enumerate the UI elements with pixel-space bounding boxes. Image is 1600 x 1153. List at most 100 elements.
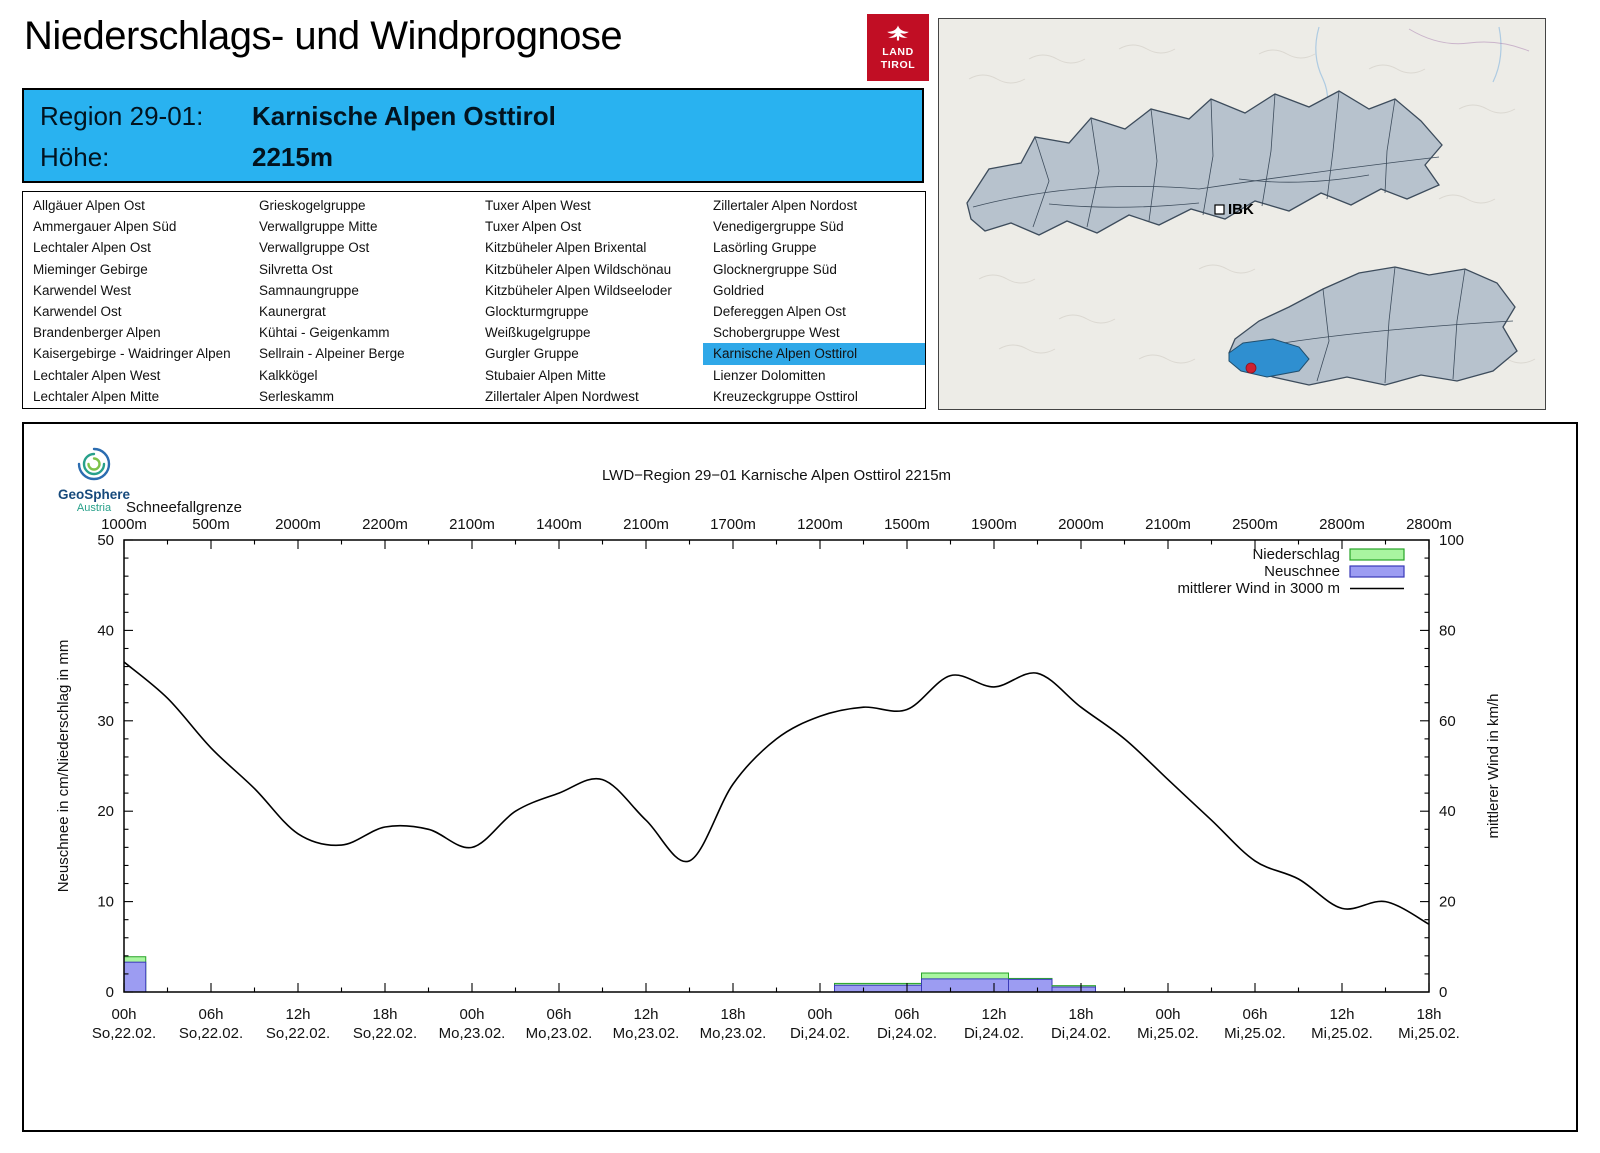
wind-line bbox=[123, 661, 1430, 925]
x-tick-date: Mi,25.02. bbox=[1398, 1025, 1460, 1042]
legend-swatch bbox=[1349, 548, 1405, 561]
x-tick-time: 06h bbox=[198, 1006, 223, 1023]
y-left-tick-label: 10 bbox=[97, 894, 114, 911]
y-right-tick-label: 20 bbox=[1439, 894, 1456, 911]
snowline-value: 1000m bbox=[101, 516, 147, 533]
region-list-item[interactable]: Kaunergrat bbox=[259, 303, 326, 319]
chart-panel: GeoSphere Austria LWD−Region 29−01 Karni… bbox=[22, 422, 1578, 1132]
region-list-item[interactable]: Kalkkögel bbox=[259, 367, 318, 383]
tirol-eagle-icon bbox=[887, 25, 909, 41]
geosphere-country: Austria bbox=[76, 502, 112, 514]
region-list-item[interactable]: Verwallgruppe Mitte bbox=[259, 219, 378, 235]
region-list-item[interactable]: Schobergruppe West bbox=[713, 325, 840, 341]
region-list-item[interactable]: Kreuzeckgruppe Osttirol bbox=[713, 388, 858, 404]
y-left-tick-label: 50 bbox=[97, 532, 114, 549]
region-list-item[interactable]: Kitzbüheler Alpen Wildseeloder bbox=[485, 282, 672, 298]
region-list-item[interactable]: Weißkugelgruppe bbox=[485, 325, 591, 341]
neuschnee-bar bbox=[123, 961, 147, 993]
region-list-item[interactable]: Zillertaler Alpen Nordost bbox=[713, 198, 858, 213]
region-list-item[interactable]: Grieskogelgruppe bbox=[259, 198, 366, 213]
north-tirol-regions bbox=[966, 90, 1443, 236]
snowline-value: 2000m bbox=[1058, 516, 1104, 533]
legend-swatch bbox=[1349, 565, 1405, 578]
region-columns: Allgäuer Alpen Ost Ammergauer Alpen Süd Le… bbox=[23, 195, 925, 407]
y-right-tick-label: 0 bbox=[1439, 984, 1447, 1001]
x-tick-date: Mo,23.02. bbox=[439, 1025, 506, 1042]
region-list-item[interactable]: Zillertaler Alpen Nordwest bbox=[485, 388, 639, 404]
region-list-item[interactable]: Sellrain - Alpeiner Berge bbox=[259, 346, 405, 362]
geosphere-swirl-icon bbox=[77, 447, 111, 481]
region-list-item[interactable]: Defereggen Alpen Ost bbox=[713, 303, 846, 319]
region-list-item[interactable]: Stubaier Alpen Mitte bbox=[485, 367, 606, 383]
logo-text-tirol: TIROL bbox=[880, 58, 916, 71]
geosphere-logo: GeoSphere Austria bbox=[42, 444, 146, 514]
snowline-value: 1700m bbox=[710, 516, 756, 533]
x-tick-time: 06h bbox=[546, 1006, 571, 1023]
region-list-item[interactable]: Karwendel Ost bbox=[33, 303, 122, 319]
x-tick-date: Mo,23.02. bbox=[613, 1025, 680, 1042]
x-tick-time: 18h bbox=[372, 1006, 397, 1023]
y-right-tick-label: 80 bbox=[1439, 622, 1456, 639]
x-tick-time: 00h bbox=[111, 1006, 136, 1023]
region-column: Tuxer Alpen West Tuxer Alpen Ost Kitzbühel… bbox=[475, 195, 703, 407]
region-list-item[interactable]: Lechtaler Alpen West bbox=[33, 367, 161, 383]
snowline-value: 2500m bbox=[1232, 516, 1278, 533]
x-tick-time: 00h bbox=[459, 1006, 484, 1023]
region-list-item[interactable]: Venedigergruppe Süd bbox=[713, 219, 844, 235]
y-left-tick-label: 40 bbox=[97, 622, 114, 639]
x-tick-date: So,22.02. bbox=[179, 1025, 243, 1042]
region-list-item-selected[interactable]: Karnische Alpen Osttirol bbox=[703, 343, 925, 365]
snowline-value: 1400m bbox=[536, 516, 582, 533]
region-list-item[interactable]: Serleskamm bbox=[259, 388, 335, 404]
neuschnee-bar bbox=[834, 984, 922, 993]
y-right-tick-label: 40 bbox=[1439, 803, 1456, 820]
x-tick-time: 00h bbox=[807, 1006, 832, 1023]
snowline-value: 1500m bbox=[884, 516, 930, 533]
region-list-item[interactable]: Lasörling Gruppe bbox=[713, 240, 817, 256]
page-title: Niederschlags- und Windprognose bbox=[24, 14, 623, 58]
region-list-item[interactable]: Kaisergebirge - Waidringer Alpen bbox=[33, 346, 231, 362]
region-list-item[interactable]: Gurgler Gruppe bbox=[485, 346, 579, 362]
region-list-item[interactable]: Goldried bbox=[713, 282, 765, 298]
region-column: Allgäuer Alpen Ost Ammergauer Alpen Süd Le… bbox=[23, 195, 249, 407]
region-list-item[interactable]: Kitzbüheler Alpen Wildschönau bbox=[485, 261, 672, 277]
region-list-item[interactable]: Kitzbüheler Alpen Brixental bbox=[485, 240, 647, 256]
region-list-item[interactable]: Tuxer Alpen West bbox=[485, 198, 591, 213]
y-left-axis-label: Neuschnee in cm/Niederschlag in mm bbox=[55, 640, 72, 893]
region-list-item[interactable]: Allgäuer Alpen Ost bbox=[33, 198, 145, 213]
snowline-value: 2100m bbox=[1145, 516, 1191, 533]
tirol-map-svg: IBK bbox=[939, 19, 1545, 409]
altitude-label: Höhe: bbox=[40, 142, 110, 172]
region-list-item[interactable]: Tuxer Alpen Ost bbox=[485, 219, 582, 235]
x-tick-time: 00h bbox=[1155, 1006, 1180, 1023]
region-list-item[interactable]: Glocknergruppe Süd bbox=[713, 261, 837, 277]
snowline-value: 2000m bbox=[275, 516, 321, 533]
snowline-value: 1900m bbox=[971, 516, 1017, 533]
region-list-item[interactable]: Verwallgruppe Ost bbox=[259, 240, 370, 256]
precip-snow-bars bbox=[123, 956, 1096, 993]
region-list-item[interactable]: Silvretta Ost bbox=[259, 261, 333, 277]
region-list-item[interactable]: Lechtaler Alpen Ost bbox=[33, 240, 151, 256]
tirol-map: IBK bbox=[938, 18, 1546, 410]
region-list-item[interactable]: Lienzer Dolomitten bbox=[713, 367, 826, 383]
region-value: Karnische Alpen Osttirol bbox=[252, 101, 556, 131]
legend-label: Niederschlag bbox=[1252, 546, 1340, 563]
x-tick-time: 12h bbox=[285, 1006, 310, 1023]
forecast-chart: LWD−Region 29−01 Karnische Alpen Osttiro… bbox=[55, 467, 1502, 1042]
region-list-item[interactable]: Kühtai - Geigenkamm bbox=[259, 325, 390, 341]
axis-ticks bbox=[123, 539, 1430, 993]
x-tick-date: Mo,23.02. bbox=[700, 1025, 767, 1042]
region-list-item[interactable]: Lechtaler Alpen Mitte bbox=[33, 388, 160, 404]
y-left-tick-label: 30 bbox=[97, 713, 114, 730]
country-border-line bbox=[1408, 28, 1530, 52]
region-column: Grieskogelgruppe Verwallgruppe Mitte Verwa… bbox=[249, 195, 475, 407]
region-list-item[interactable]: Glockturmgruppe bbox=[485, 303, 589, 319]
region-list-item[interactable]: Karwendel West bbox=[33, 282, 132, 298]
x-tick-time: 12h bbox=[1329, 1006, 1354, 1023]
region-list-item[interactable]: Mieminger Gebirge bbox=[33, 261, 148, 277]
x-tick-date: Di,24.02. bbox=[790, 1025, 850, 1042]
region-list-item[interactable]: Samnaungruppe bbox=[259, 282, 359, 298]
region-list-item[interactable]: Ammergauer Alpen Süd bbox=[33, 219, 177, 235]
region-list-item[interactable]: Brandenberger Alpen bbox=[33, 325, 161, 341]
snowline-value: 2100m bbox=[449, 516, 495, 533]
